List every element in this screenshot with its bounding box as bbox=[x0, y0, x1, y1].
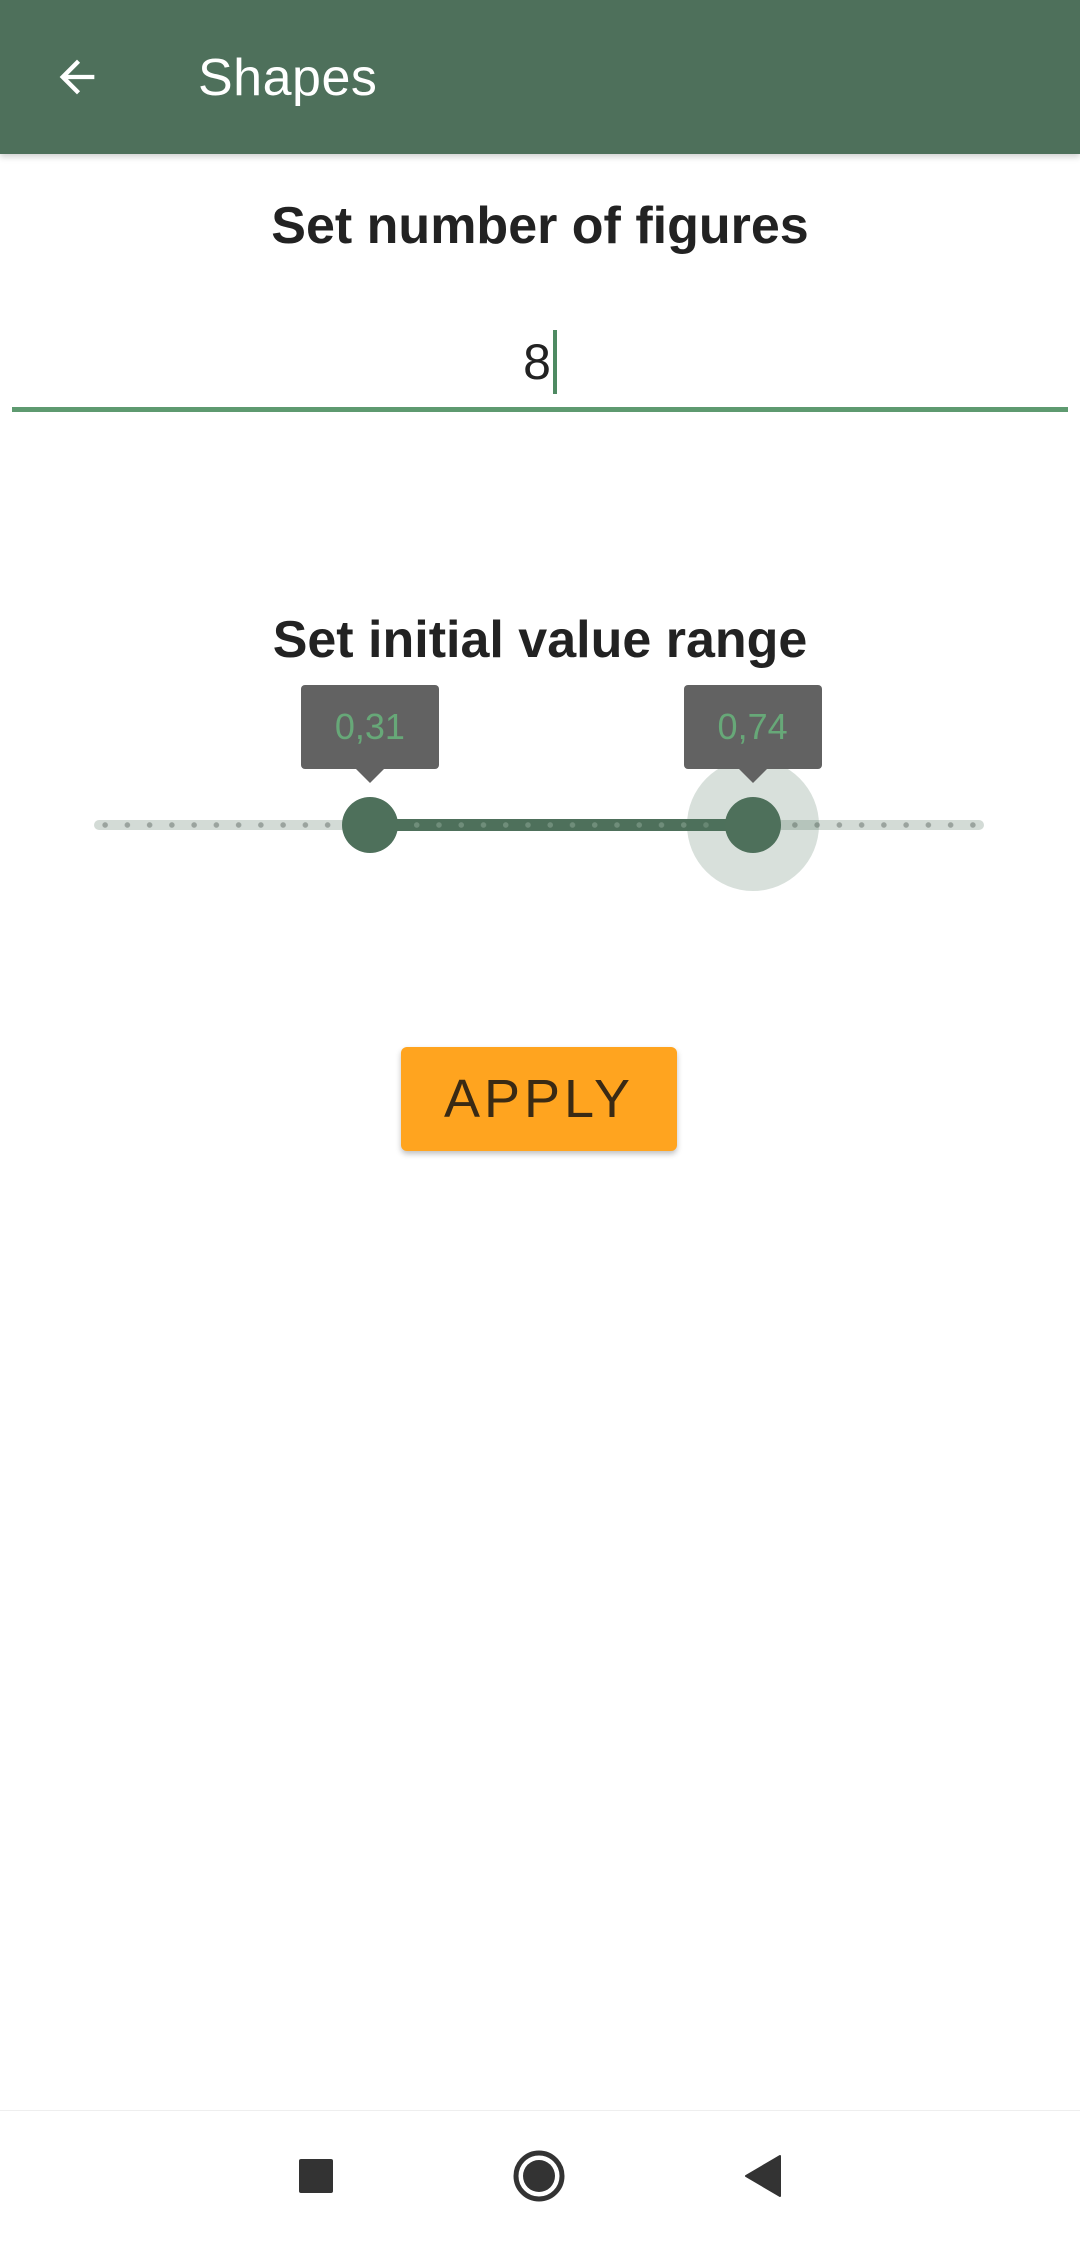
circle-home-icon bbox=[513, 2150, 565, 2202]
slider-low-value-label: 0,31 bbox=[300, 685, 439, 783]
slider-thumb-low[interactable] bbox=[341, 797, 398, 853]
arrow-back-icon bbox=[59, 59, 95, 95]
square-icon bbox=[299, 2159, 333, 2193]
home-button[interactable] bbox=[501, 2138, 577, 2214]
back-button[interactable] bbox=[34, 34, 120, 120]
recents-button[interactable] bbox=[278, 2138, 354, 2214]
slider-active-ticks bbox=[369, 820, 753, 830]
figures-count-input[interactable]: 8 bbox=[12, 300, 1068, 412]
app-bar: Shapes bbox=[0, 0, 1080, 154]
figures-heading: Set number of figures bbox=[271, 197, 809, 255]
nav-back-button[interactable] bbox=[724, 2138, 800, 2214]
range-heading: Set initial value range bbox=[272, 611, 808, 669]
figures-count-value: 8 bbox=[523, 334, 551, 390]
slider-thumb-high[interactable] bbox=[724, 797, 781, 853]
triangle-back-icon bbox=[745, 2155, 781, 2197]
slider-high-value-label: 0,74 bbox=[683, 685, 822, 783]
page-title: Shapes bbox=[198, 49, 378, 107]
system-nav-bar bbox=[0, 2110, 1080, 2241]
apply-button[interactable]: APPLY bbox=[401, 1047, 677, 1151]
input-underline bbox=[12, 407, 1068, 412]
value-range-slider[interactable]: 0,31 0,74 bbox=[94, 685, 984, 891]
text-caret bbox=[552, 330, 557, 394]
